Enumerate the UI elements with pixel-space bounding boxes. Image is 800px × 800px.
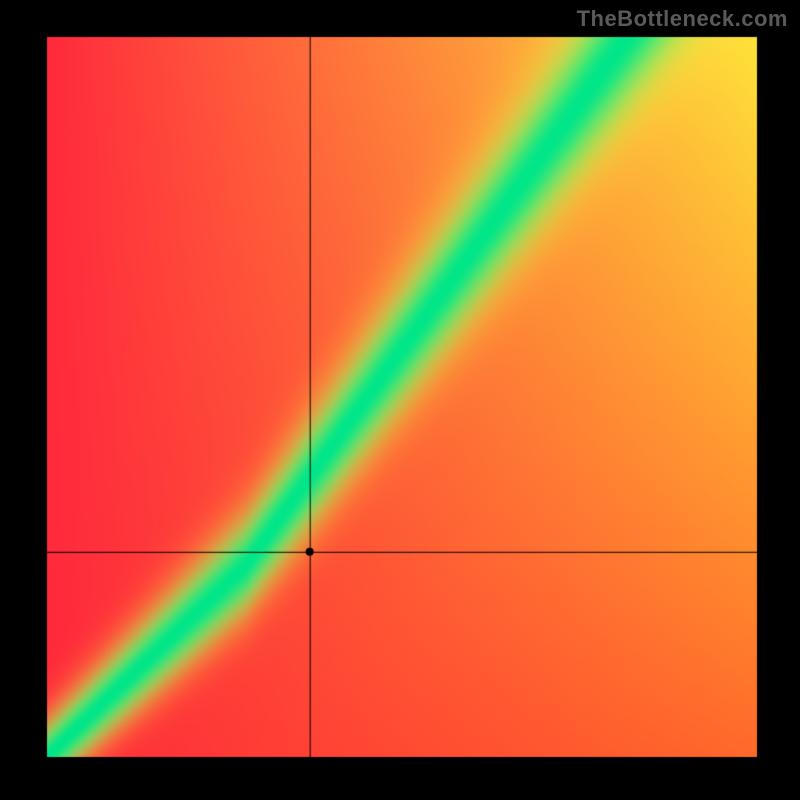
bottleneck-heatmap (0, 0, 800, 800)
watermark-text: TheBottleneck.com (577, 6, 788, 32)
chart-container: { "chart": { "type": "heatmap", "canvas_… (0, 0, 800, 800)
